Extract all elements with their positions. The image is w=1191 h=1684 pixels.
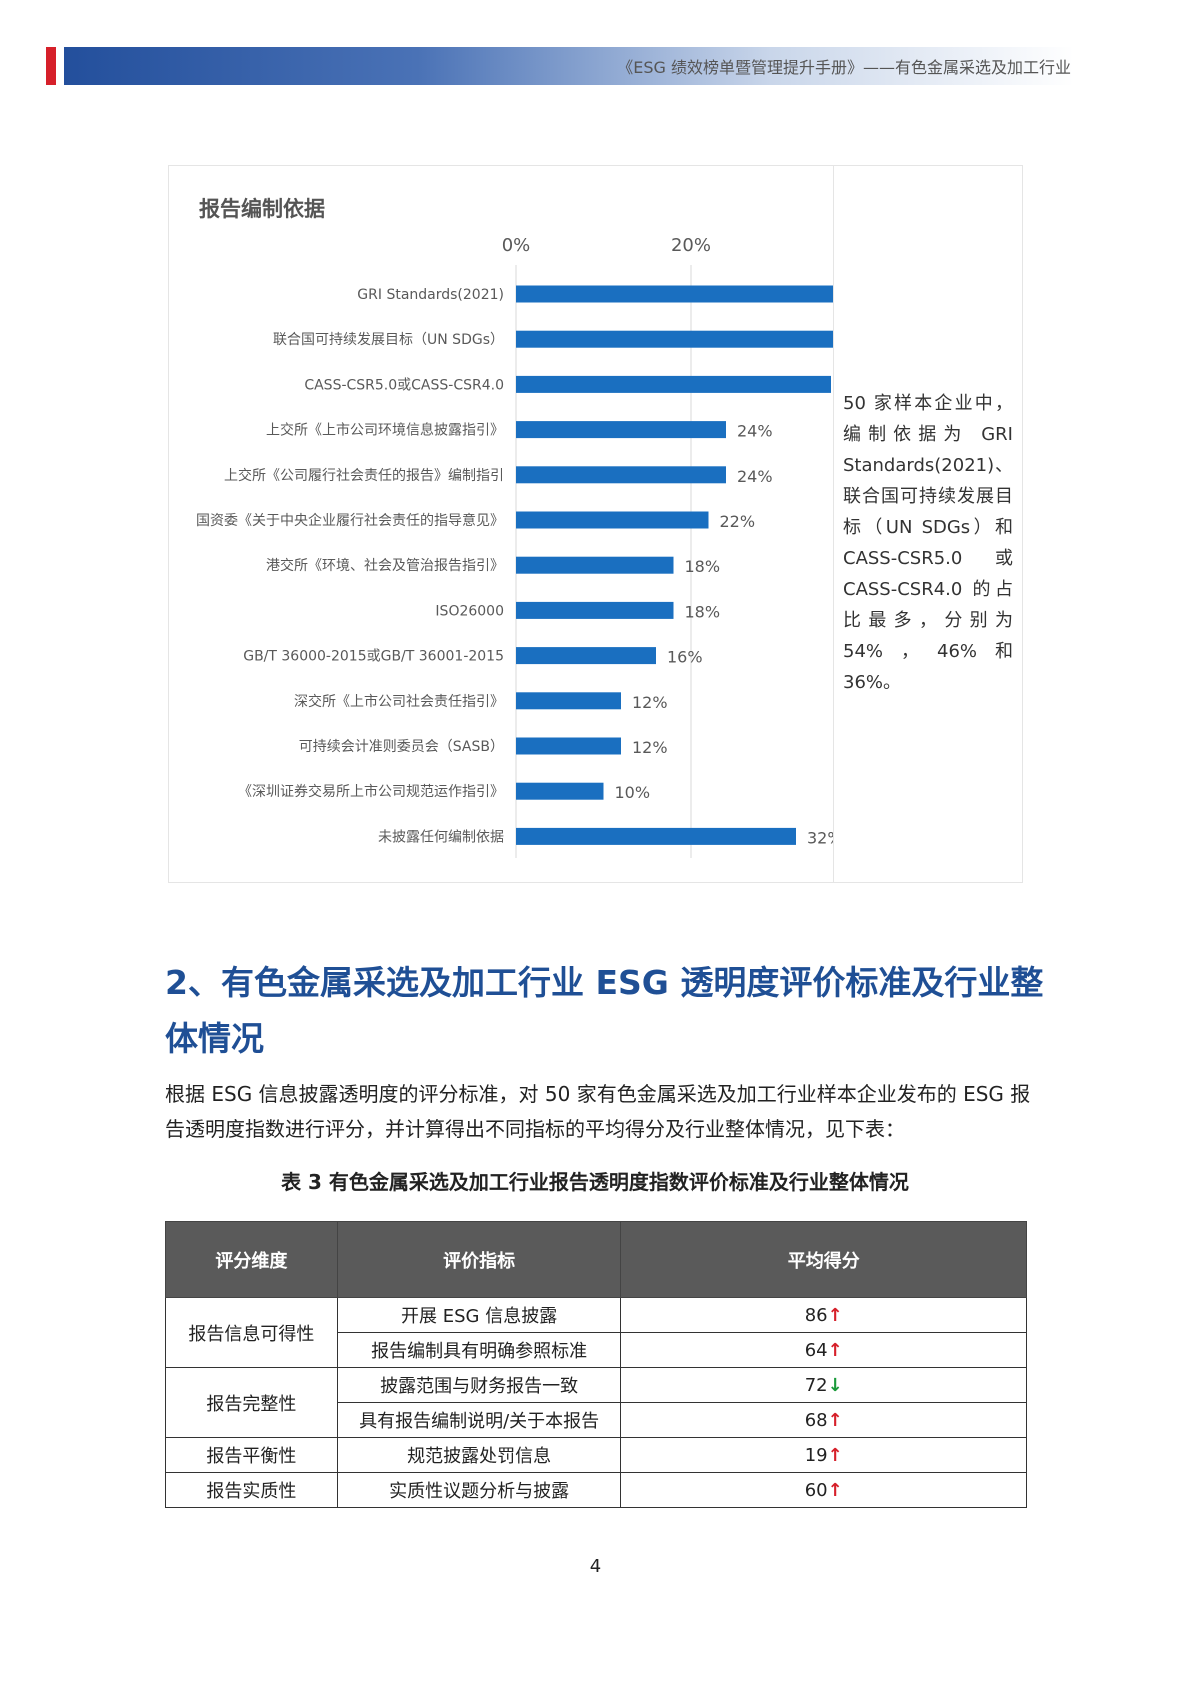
category-label: 可持续会计准则委员会（SASB）	[299, 738, 504, 755]
bar	[516, 375, 831, 393]
running-header-title: 《ESG 绩效榜单暨管理提升手册》——有色金属采选及加工行业	[617, 58, 1071, 77]
data-label: 24%	[737, 422, 773, 441]
score-cell: 64↑	[620, 1332, 1027, 1368]
header-score: 平均得分	[620, 1221, 1027, 1298]
bar	[516, 601, 674, 619]
score-cell: 68↑	[620, 1402, 1027, 1438]
arrow-up-icon: ↑	[827, 1479, 843, 1501]
arrow-up-icon: ↑	[827, 1339, 843, 1361]
table-row: 报告信息可得性 开展 ESG 信息披露 86↑	[165, 1297, 1027, 1368]
bar	[516, 692, 621, 710]
indicator-cell: 开展 ESG 信息披露	[336, 1297, 622, 1333]
category-label: 深交所《上市公司社会责任指引》	[294, 693, 504, 710]
dimension-cell: 报告实质性	[165, 1472, 338, 1508]
arrow-up-icon: ↑	[827, 1409, 843, 1431]
category-label: 国资委《关于中央企业履行社会责任的指导意见》	[196, 512, 504, 529]
x-tick-label: 0%	[502, 235, 531, 256]
score-value: 19	[804, 1444, 828, 1466]
score-table: 评分维度 评价指标 平均得分 报告信息可得性 开展 ESG 信息披露 86↑ 报告编制…	[165, 1221, 1027, 1508]
score-value: 86	[804, 1304, 828, 1326]
data-label: 10%	[615, 783, 651, 802]
arrow-up-icon: ↑	[827, 1304, 843, 1326]
bar	[516, 285, 833, 303]
category-label: ISO26000	[435, 603, 504, 619]
indicator-cell: 实质性议题分析与披露	[336, 1472, 622, 1508]
data-label: 18%	[685, 557, 721, 576]
bar	[516, 466, 726, 484]
chart-frame	[168, 165, 1023, 883]
chart-side-note: 50 家样本企业中，编制依据为 GRI Standards(2021)、联合国可…	[843, 393, 1013, 693]
category-label: GB/T 36000-2015或GB/T 36001-2015	[243, 649, 504, 665]
dimension-cell: 报告信息可得性	[165, 1297, 338, 1368]
score-cell: 60↑	[620, 1472, 1027, 1508]
header-accent-bar	[46, 47, 56, 85]
x-tick-label: 20%	[671, 235, 711, 256]
dimension-cell: 报告完整性	[165, 1367, 338, 1438]
table-row: 具有报告编制说明/关于本报告 68↑	[166, 1402, 1027, 1438]
score-value: 68	[804, 1409, 828, 1431]
bar	[516, 647, 656, 665]
category-label: 上交所《上市公司环境信息披露指引》	[266, 422, 504, 439]
category-label: 联合国可持续发展目标（UN SDGs）	[273, 331, 504, 348]
score-value: 64	[804, 1339, 828, 1361]
arrow-down-icon: ↓	[827, 1374, 843, 1396]
data-label: 12%	[632, 738, 668, 757]
arrow-up-icon: ↑	[827, 1444, 843, 1466]
category-label: 《深圳证券交易所上市公司规范运作指引》	[238, 783, 504, 800]
score-value: 60	[804, 1479, 828, 1501]
data-label: 32%	[807, 828, 833, 847]
table-row: 报告实质性 实质性议题分析与披露 60↑	[165, 1472, 1027, 1508]
indicator-cell: 具有报告编制说明/关于本报告	[336, 1402, 622, 1438]
chart-divider	[833, 165, 834, 883]
bar	[516, 421, 726, 439]
dimension-cell: 报告平衡性	[165, 1437, 338, 1473]
section-heading: 2、有色金属采选及加工行业 ESG 透明度评价标准及行业整体情况	[165, 963, 1044, 1058]
table-caption: 表 3 有色金属采选及加工行业报告透明度指数评价标准及行业整体情况	[281, 1170, 909, 1194]
score-cell: 72↓	[620, 1367, 1027, 1403]
data-label: 16%	[667, 648, 703, 667]
data-label: 12%	[632, 693, 668, 712]
indicator-cell: 披露范围与财务报告一致	[336, 1367, 622, 1403]
data-label: 24%	[737, 467, 773, 486]
bar	[516, 330, 833, 348]
data-label: 18%	[685, 602, 721, 621]
score-cell: 86↑	[620, 1297, 1027, 1333]
data-label: 22%	[720, 512, 756, 531]
table-header-row: 评分维度 评价指标 平均得分	[165, 1221, 1027, 1298]
body-paragraph: 根据 ESG 信息披露透明度的评分标准，对 50 家有色金属采选及加工行业样本企…	[165, 1082, 1031, 1141]
score-cell: 19↑	[620, 1437, 1027, 1473]
bar	[516, 737, 621, 755]
category-label: 未披露任何编制依据	[378, 829, 504, 845]
score-value: 72	[804, 1374, 828, 1396]
category-label: 上交所《公司履行社会责任的报告》编制指引	[224, 467, 504, 484]
indicator-cell: 规范披露处罚信息	[336, 1437, 622, 1473]
category-label: CASS-CSR5.0或CASS-CSR4.0	[304, 377, 504, 393]
page-number: 4	[589, 1556, 602, 1577]
bar	[516, 827, 796, 845]
indicator-cell: 报告编制具有明确参照标准	[336, 1332, 622, 1368]
table-row: 报告平衡性 规范披露处罚信息 19↑	[165, 1437, 1027, 1473]
bar	[516, 556, 674, 574]
bar-chart: 0%20%40%60%GRI Standards(2021)54%联合国可持续发…	[196, 235, 833, 858]
category-label: GRI Standards(2021)	[357, 287, 504, 303]
header-dimension: 评分维度	[165, 1221, 338, 1298]
header-banner	[64, 47, 1074, 85]
bar	[516, 782, 604, 800]
chart-title: 报告编制依据	[199, 197, 325, 221]
category-label: 港交所《环境、社会及管治报告指引》	[266, 557, 504, 574]
table-row: 报告完整性 披露范围与财务报告一致 72↓	[165, 1367, 1027, 1438]
bar	[516, 511, 709, 529]
header-indicator: 评价指标	[336, 1221, 622, 1298]
